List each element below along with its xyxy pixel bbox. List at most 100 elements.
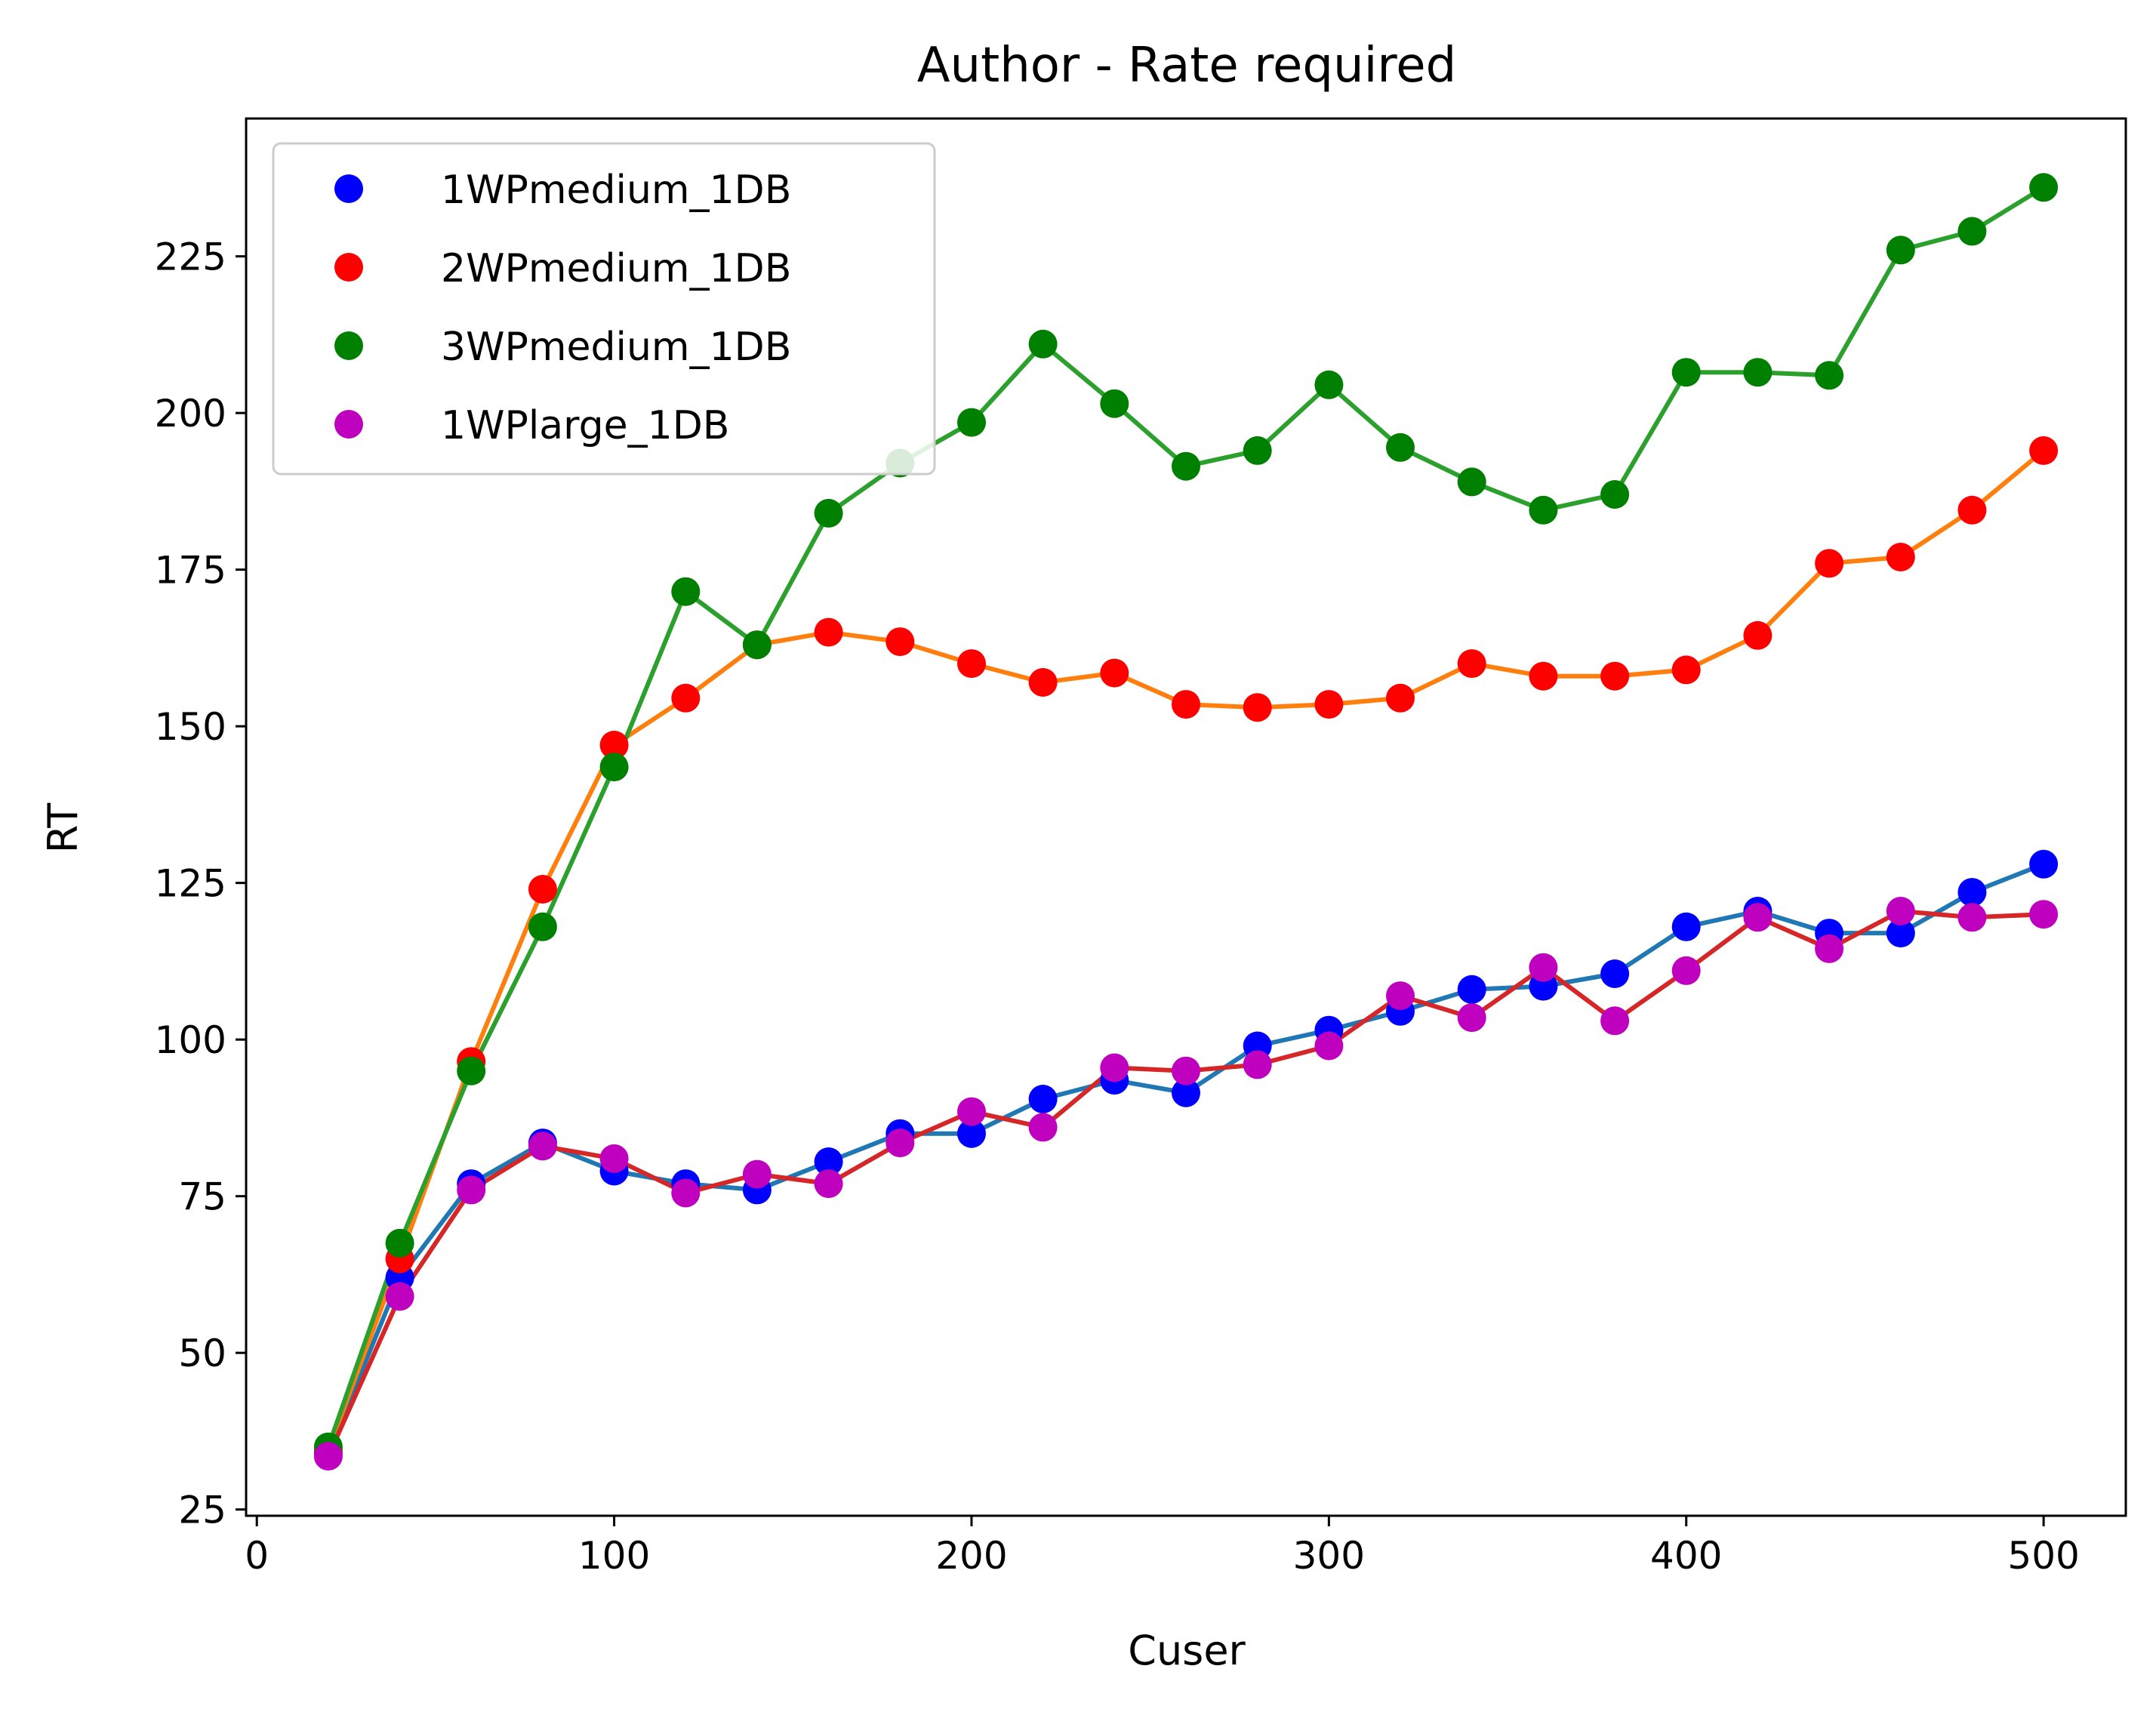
series-4-point: [1457, 1003, 1486, 1033]
series-1-point: [1600, 959, 1630, 988]
series-4-point: [1815, 934, 1844, 963]
series-2-point: [1529, 661, 1558, 691]
series-3-point: [1957, 217, 1987, 246]
series-4-point: [1243, 1050, 1272, 1079]
series-2-point: [1671, 655, 1701, 685]
series-2-point: [1457, 649, 1486, 679]
series-1-point: [1028, 1085, 1058, 1113]
series-4-point: [886, 1129, 915, 1158]
legend-label-1: 1WPmedium_1DB: [441, 168, 791, 213]
legend-box: [272, 142, 936, 476]
series-4-point: [671, 1178, 701, 1208]
series-2-point: [1028, 668, 1058, 697]
series-4-point: [1028, 1113, 1058, 1142]
series-4-point: [528, 1132, 557, 1161]
series-2-point: [886, 627, 915, 657]
series-4-point: [1743, 903, 1773, 932]
y-tick-label: 200: [155, 392, 226, 436]
series-3-point: [2029, 173, 2059, 202]
series-3-point: [1743, 358, 1773, 387]
series-3-point: [1172, 451, 1200, 481]
series-4-point: [1529, 953, 1558, 982]
series-3-point: [1886, 236, 1915, 265]
y-tick-label: 75: [178, 1175, 226, 1219]
series-4-point: [385, 1282, 414, 1311]
legend-marker-3: [334, 331, 363, 360]
series-1-point: [957, 1119, 986, 1148]
y-tick-label: 50: [178, 1332, 226, 1375]
series-2-point: [1386, 683, 1415, 713]
series-4-point: [313, 1442, 343, 1471]
x-tick-label: 300: [1293, 1534, 1365, 1578]
y-axis-label: RT: [39, 802, 87, 854]
legend-label-2: 2WPmedium_1DB: [441, 246, 791, 291]
y-tick-label: 100: [155, 1018, 226, 1062]
series-3-point: [671, 577, 701, 606]
series-2-point: [957, 649, 986, 679]
series-2-point: [599, 731, 629, 759]
series-4-point: [1671, 956, 1701, 985]
series-4-point: [2029, 900, 2059, 929]
series-3-point: [599, 753, 629, 782]
series-3-point: [1671, 358, 1701, 387]
series-4-point: [742, 1159, 772, 1189]
legend-marker-2: [334, 253, 363, 282]
series-2-point: [2029, 436, 2059, 465]
series-2-point: [1886, 543, 1915, 571]
series-4-point: [1600, 1006, 1630, 1036]
series-3-point: [1028, 329, 1058, 359]
series-1-point: [1957, 878, 1987, 907]
series-2-point: [814, 617, 843, 647]
series-2-point: [528, 875, 557, 904]
series-1-point: [2029, 849, 2059, 879]
series-4-point: [957, 1097, 986, 1126]
x-tick-label: 200: [935, 1534, 1007, 1578]
x-tick-label: 500: [2007, 1534, 2079, 1578]
series-1-point: [1457, 975, 1486, 1004]
series-1-point: [1886, 919, 1915, 948]
series-3-point: [385, 1228, 414, 1258]
series-2-point: [1100, 658, 1129, 688]
series-4-point: [814, 1169, 843, 1199]
y-tick-label: 150: [155, 705, 226, 749]
legend-marker-4: [334, 410, 363, 439]
series-4-point: [457, 1175, 486, 1205]
series-3-point: [1386, 433, 1415, 462]
y-tick-label: 225: [155, 236, 226, 279]
series-3-point: [1243, 436, 1272, 465]
series-3-point: [457, 1056, 486, 1085]
x-tick-label: 0: [245, 1534, 269, 1578]
legend-label-3: 3WPmedium_1DB: [441, 325, 791, 370]
series-1-point: [1671, 912, 1701, 941]
series-3-point: [1457, 467, 1486, 497]
y-tick-label: 125: [155, 862, 226, 906]
plot-frame: [245, 117, 2127, 1517]
series-3-point: [1600, 480, 1630, 509]
series-2-point: [1314, 690, 1344, 719]
series-2-point: [1243, 693, 1272, 722]
y-tick-label: 175: [155, 549, 226, 593]
series-1-point: [814, 1147, 843, 1176]
series-2-point: [1743, 620, 1773, 650]
series-4-point: [1886, 897, 1915, 925]
x-axis-label: Cuser: [1128, 1627, 1246, 1674]
series-3-point: [957, 408, 986, 437]
series-1-point: [1172, 1078, 1200, 1107]
axes-layer: 0 100 200 300 400 500 25 50 75 100 125 150 175 200 225: [155, 117, 2127, 1578]
y-tick-label: 25: [178, 1489, 226, 1532]
chart-title: Author - Rate required: [917, 38, 1457, 94]
series-4-point: [1386, 981, 1415, 1011]
series-2-point: [1815, 549, 1844, 578]
series-2-point: [1172, 690, 1200, 719]
series-4-point: [1957, 903, 1987, 932]
series-4-point: [599, 1144, 629, 1173]
series-2-point: [671, 683, 701, 713]
legend-label-4: 1WPlarge_1DB: [441, 403, 729, 448]
series-3-point: [1815, 361, 1844, 390]
x-tick-label: 400: [1650, 1534, 1722, 1578]
series-3-point: [1529, 495, 1558, 525]
series-2-point: [1600, 661, 1630, 691]
series-layer: [313, 173, 2059, 1471]
series-2-point: [1957, 495, 1987, 525]
